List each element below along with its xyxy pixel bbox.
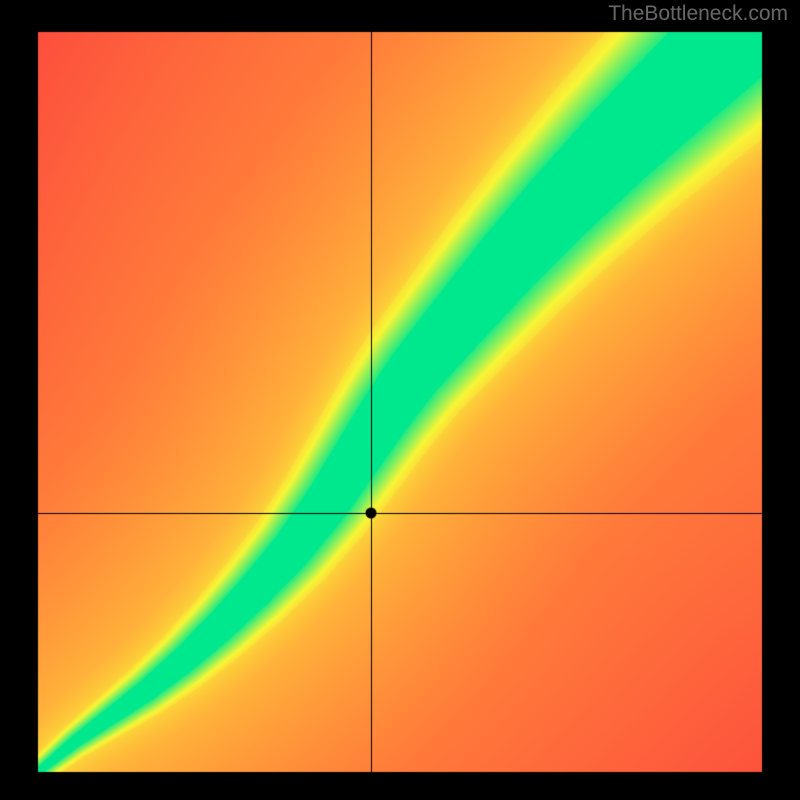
- watermark-text: TheBottleneck.com: [608, 2, 788, 26]
- chart-container: TheBottleneck.com: [0, 0, 800, 800]
- bottleneck-heatmap: [0, 0, 800, 800]
